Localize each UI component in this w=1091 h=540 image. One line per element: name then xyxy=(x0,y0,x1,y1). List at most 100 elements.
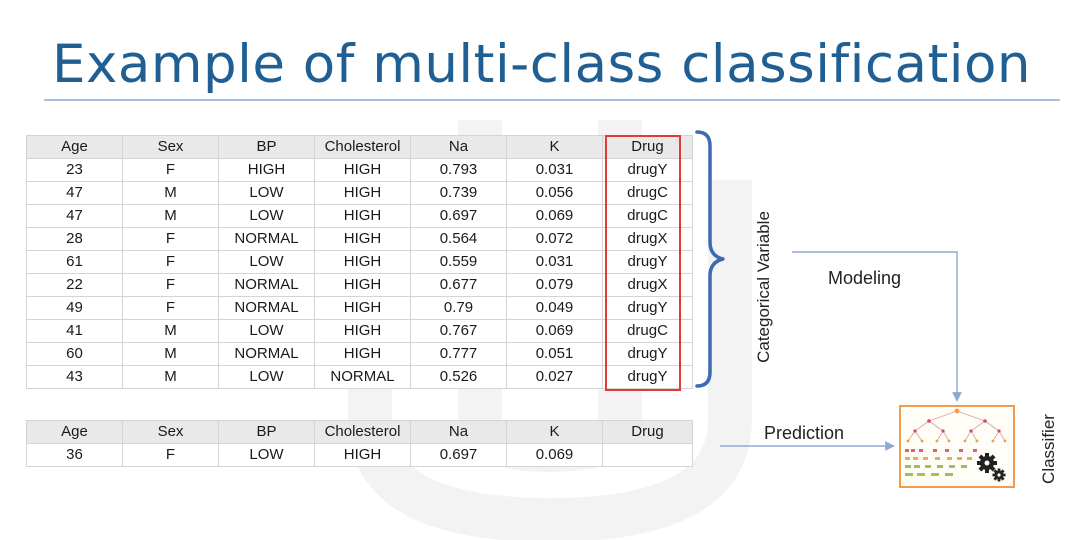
cell-bp: NORMAL xyxy=(218,296,315,320)
cell-sex: M xyxy=(122,319,219,343)
cell-age: 22 xyxy=(26,273,123,297)
cell-sex: F xyxy=(122,443,219,467)
gear-icon xyxy=(977,453,997,473)
cell-na: 0.739 xyxy=(410,181,507,205)
cell-na: 0.697 xyxy=(410,443,507,467)
table-row: 36 F LOW HIGH 0.697 0.069 xyxy=(26,443,693,467)
table-row: 47 M LOW HIGH 0.739 0.056 drugC xyxy=(26,181,693,205)
cell-bp: LOW xyxy=(218,443,315,467)
cell-cholesterol: HIGH xyxy=(314,296,411,320)
table-row: 61 F LOW HIGH 0.559 0.031 drugY xyxy=(26,250,693,274)
prediction-label: Prediction xyxy=(764,423,845,443)
cell-na: 0.697 xyxy=(410,204,507,228)
cell-cholesterol: NORMAL xyxy=(314,365,411,389)
cell-age: 60 xyxy=(26,342,123,366)
cell-drug: drugC xyxy=(602,319,693,343)
cell-cholesterol: HIGH xyxy=(314,227,411,251)
table-header-row: Age Sex BP Cholesterol Na K Drug xyxy=(26,135,693,159)
cell-k: 0.079 xyxy=(506,273,603,297)
column-header-k: K xyxy=(506,420,603,444)
table-row: 47 M LOW HIGH 0.697 0.069 drugC xyxy=(26,204,693,228)
drug-column-highlight xyxy=(605,135,681,391)
cell-k: 0.031 xyxy=(506,158,603,182)
cell-drug: drugC xyxy=(602,204,693,228)
table-row: 43 M LOW NORMAL 0.526 0.027 drugY xyxy=(26,365,693,389)
column-header-bp: BP xyxy=(218,135,315,159)
cell-na: 0.564 xyxy=(410,227,507,251)
cell-sex: F xyxy=(122,250,219,274)
cell-bp: LOW xyxy=(218,250,315,274)
table-row: 22 F NORMAL HIGH 0.677 0.079 drugX xyxy=(26,273,693,297)
title-underline xyxy=(44,99,1060,101)
table-header-row: Age Sex BP Cholesterol Na K Drug xyxy=(26,420,693,444)
cell-na: 0.793 xyxy=(410,158,507,182)
cell-age: 49 xyxy=(26,296,123,320)
cell-k: 0.049 xyxy=(506,296,603,320)
cell-drug: drugY xyxy=(602,158,693,182)
column-header-k: K xyxy=(506,135,603,159)
cell-k: 0.069 xyxy=(506,443,603,467)
cell-cholesterol: HIGH xyxy=(314,158,411,182)
cell-bp: LOW xyxy=(218,204,315,228)
table-row: 23 F HIGH HIGH 0.793 0.031 drugY xyxy=(26,158,693,182)
cell-sex: M xyxy=(122,365,219,389)
cell-bp: NORMAL xyxy=(218,273,315,297)
cell-drug: drugC xyxy=(602,181,693,205)
cell-bp: NORMAL xyxy=(218,227,315,251)
cell-sex: F xyxy=(122,227,219,251)
column-header-cholesterol: Cholesterol xyxy=(314,420,411,444)
cell-age: 47 xyxy=(26,204,123,228)
classifier-label: Classifier xyxy=(1039,414,1058,484)
cell-drug: drugY xyxy=(602,296,693,320)
cell-bp: HIGH xyxy=(218,158,315,182)
cell-sex: M xyxy=(122,181,219,205)
column-header-cholesterol: Cholesterol xyxy=(314,135,411,159)
cell-k: 0.072 xyxy=(506,227,603,251)
cell-k: 0.069 xyxy=(506,319,603,343)
cell-sex: F xyxy=(122,158,219,182)
modeling-label: Modeling xyxy=(828,268,902,288)
cell-drug: drugY xyxy=(602,342,693,366)
cell-k: 0.051 xyxy=(506,342,603,366)
cell-cholesterol: HIGH xyxy=(314,319,411,343)
cell-na: 0.767 xyxy=(410,319,507,343)
cell-na: 0.777 xyxy=(410,342,507,366)
cell-cholesterol: HIGH xyxy=(314,342,411,366)
column-header-drug: Drug xyxy=(602,420,693,444)
cell-bp: NORMAL xyxy=(218,342,315,366)
column-header-age: Age xyxy=(26,135,123,159)
cell-cholesterol: HIGH xyxy=(314,273,411,297)
cell-drug xyxy=(602,443,693,467)
cell-bp: LOW xyxy=(218,365,315,389)
decision-tree-gears-icon xyxy=(899,405,1015,488)
cell-cholesterol: HIGH xyxy=(314,204,411,228)
prediction-input-table: Age Sex BP Cholesterol Na K Drug 36 F LO… xyxy=(26,420,693,467)
cell-k: 0.069 xyxy=(506,204,603,228)
cell-bp: LOW xyxy=(218,181,315,205)
cell-sex: F xyxy=(122,296,219,320)
categorical-variable-label: Categorical Variable xyxy=(754,211,773,363)
column-header-bp: BP xyxy=(218,420,315,444)
cell-drug: drugY xyxy=(602,250,693,274)
cell-sex: F xyxy=(122,273,219,297)
curly-brace-icon xyxy=(695,130,725,388)
cell-cholesterol: HIGH xyxy=(314,443,411,467)
cell-na: 0.526 xyxy=(410,365,507,389)
cell-age: 41 xyxy=(26,319,123,343)
cell-sex: M xyxy=(122,204,219,228)
cell-age: 28 xyxy=(26,227,123,251)
cell-age: 23 xyxy=(26,158,123,182)
column-header-sex: Sex xyxy=(122,135,219,159)
column-header-age: Age xyxy=(26,420,123,444)
table-row: 60 M NORMAL HIGH 0.777 0.051 drugY xyxy=(26,342,693,366)
table-row: 49 F NORMAL HIGH 0.79 0.049 drugY xyxy=(26,296,693,320)
cell-drug: drugY xyxy=(602,365,693,389)
cell-age: 61 xyxy=(26,250,123,274)
column-header-sex: Sex xyxy=(122,420,219,444)
cell-k: 0.056 xyxy=(506,181,603,205)
column-header-na: Na xyxy=(410,420,507,444)
cell-na: 0.79 xyxy=(410,296,507,320)
cell-bp: LOW xyxy=(218,319,315,343)
gear-icon xyxy=(992,468,1006,482)
cell-na: 0.677 xyxy=(410,273,507,297)
